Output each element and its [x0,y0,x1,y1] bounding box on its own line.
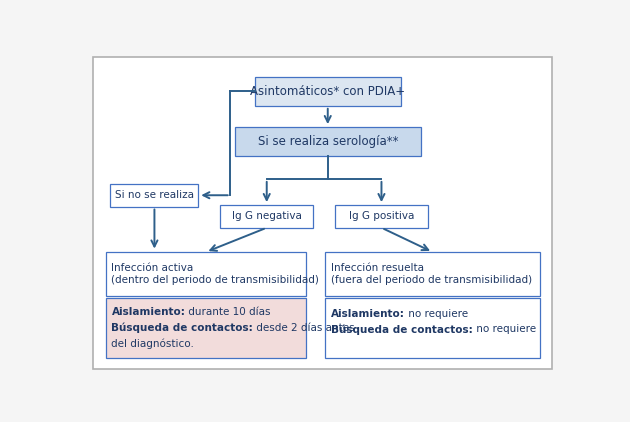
FancyBboxPatch shape [106,252,306,296]
FancyBboxPatch shape [220,205,313,228]
Text: del diagnóstico.: del diagnóstico. [112,338,194,349]
Text: (fuera del periodo de transmisibilidad): (fuera del periodo de transmisibilidad) [331,276,532,286]
FancyBboxPatch shape [325,298,540,358]
Text: durante 10 días: durante 10 días [185,307,271,317]
FancyBboxPatch shape [335,205,428,228]
Text: Asintomáticos* con PDIA+: Asintomáticos* con PDIA+ [250,85,405,98]
Text: no requiere: no requiere [473,325,536,335]
Text: desde 2 días antes: desde 2 días antes [253,323,355,333]
FancyBboxPatch shape [110,184,198,207]
Text: Si se realiza serología**: Si se realiza serología** [258,135,398,148]
Text: Si no se realiza: Si no se realiza [115,190,194,200]
FancyBboxPatch shape [106,298,306,358]
Text: Ig G positiva: Ig G positiva [349,211,414,222]
Text: no requiere: no requiere [405,309,468,319]
FancyBboxPatch shape [325,252,540,296]
Text: (dentro del periodo de transmisibilidad): (dentro del periodo de transmisibilidad) [112,276,319,286]
Text: Búsqueda de contactos:: Búsqueda de contactos: [331,324,473,335]
FancyBboxPatch shape [255,77,401,106]
Text: Infección activa: Infección activa [112,262,193,273]
FancyBboxPatch shape [93,57,553,369]
Text: Aislamiento:: Aislamiento: [331,309,405,319]
FancyBboxPatch shape [235,127,421,156]
Text: Infección resuelta: Infección resuelta [331,262,424,273]
Text: Búsqueda de contactos:: Búsqueda de contactos: [112,322,253,333]
Text: Aislamiento:: Aislamiento: [112,307,185,317]
Text: Ig G negativa: Ig G negativa [232,211,302,222]
